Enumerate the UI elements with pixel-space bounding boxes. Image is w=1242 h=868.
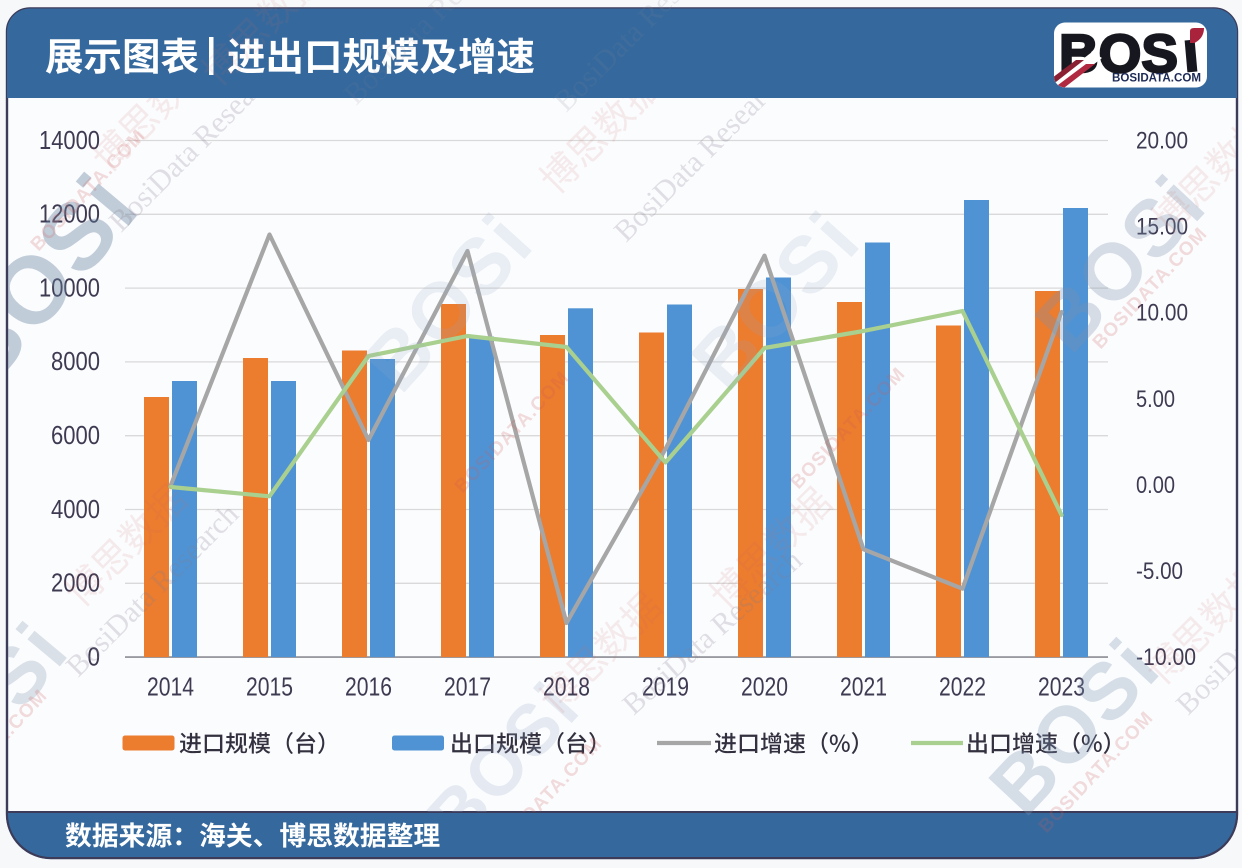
svg-text:12000: 12000 [39,199,100,229]
svg-text:2018: 2018 [543,672,590,702]
svg-text:20.00: 20.00 [1136,128,1188,155]
svg-text:2000: 2000 [51,568,100,598]
svg-text:6000: 6000 [51,420,100,450]
svg-text:15.00: 15.00 [1136,214,1188,241]
svg-text:2019: 2019 [642,672,689,702]
svg-text:14000: 14000 [39,125,100,155]
svg-text:-10.00: -10.00 [1136,644,1196,671]
svg-text:4000: 4000 [51,494,100,524]
svg-text:5.00: 5.00 [1136,386,1175,413]
svg-text:2017: 2017 [444,672,491,702]
svg-text:0: 0 [88,641,101,671]
svg-text:2016: 2016 [345,672,392,702]
svg-text:0.00: 0.00 [1136,472,1175,499]
svg-text:2021: 2021 [840,672,887,702]
svg-text:BOSIDATA.COM: BOSIDATA.COM [1112,73,1201,85]
svg-text:8000: 8000 [51,346,100,376]
svg-text:10.00: 10.00 [1136,300,1188,327]
svg-text:2023: 2023 [1038,672,1085,702]
svg-text:2014: 2014 [147,672,194,702]
svg-text:2022: 2022 [939,672,986,702]
svg-text:2015: 2015 [246,672,293,702]
svg-text:2020: 2020 [741,672,788,702]
svg-text:-5.00: -5.00 [1136,558,1183,585]
svg-text:10000: 10000 [39,272,100,302]
